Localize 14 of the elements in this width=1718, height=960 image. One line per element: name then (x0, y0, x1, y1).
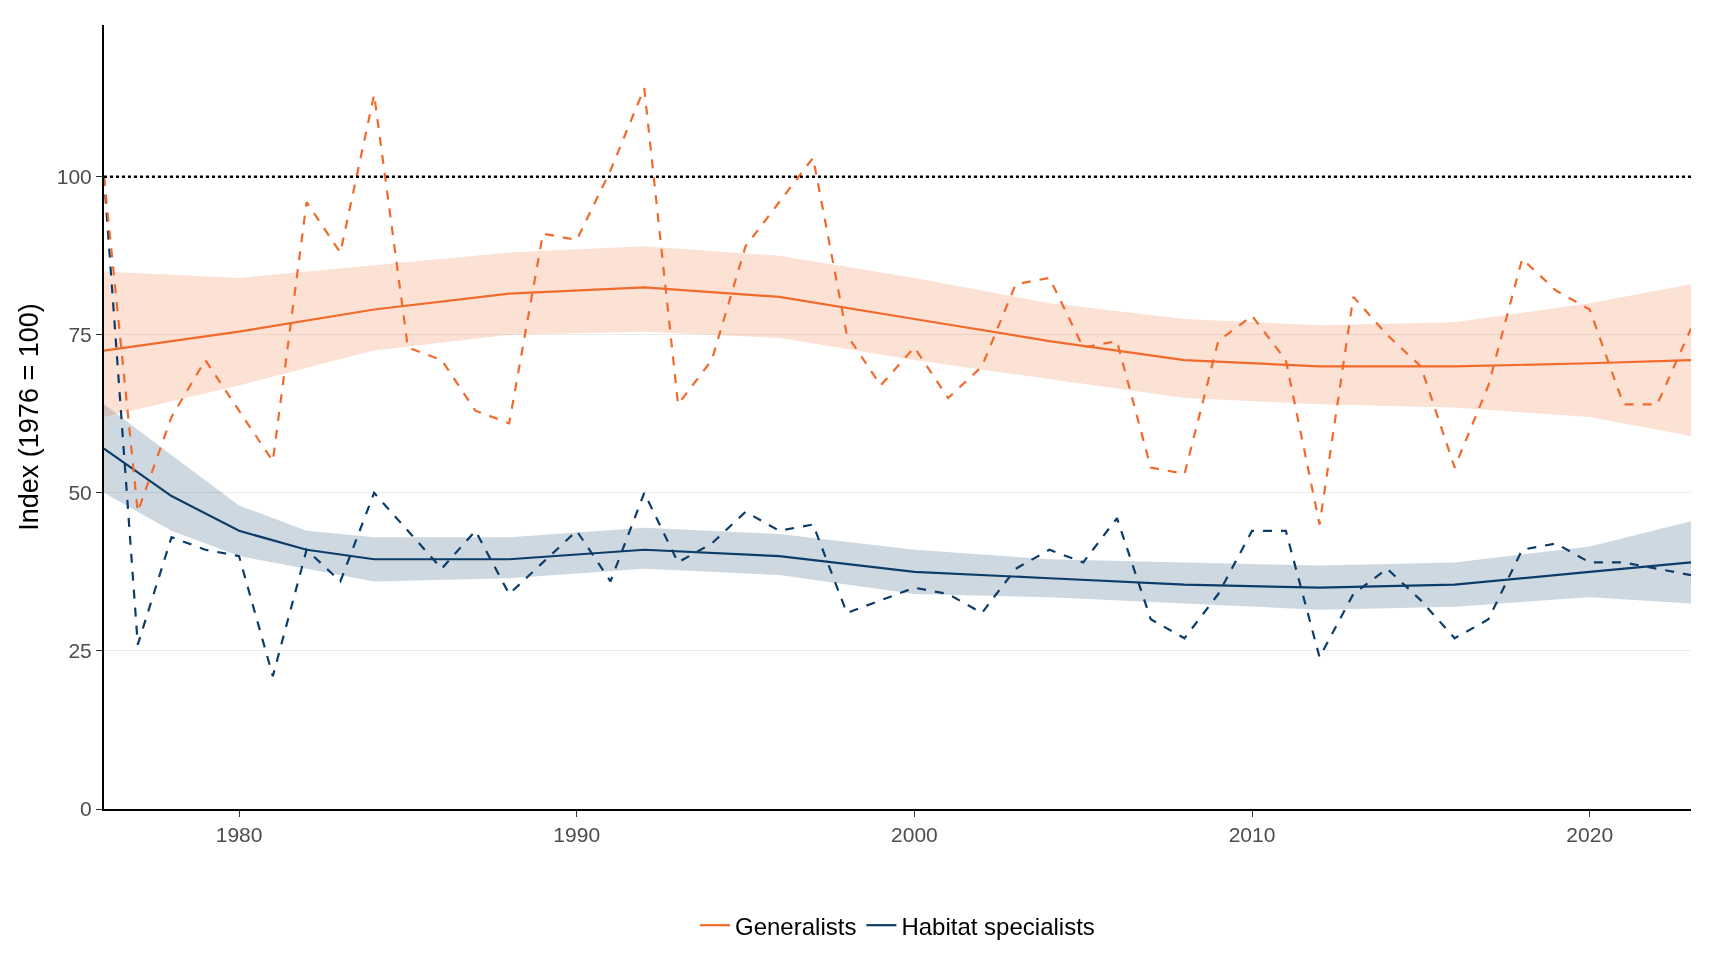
x-tick-label: 2020 (1566, 823, 1614, 847)
y-tick-label: 25 (68, 639, 92, 663)
y-axis-title: Index (1976 = 100) (14, 303, 45, 531)
y-tick-label: 100 (56, 165, 92, 189)
y-tick-label: 0 (80, 797, 92, 821)
y-tick-label: 75 (68, 323, 92, 347)
line-series (104, 87, 1691, 526)
x-tick-label: 2010 (1228, 823, 1276, 847)
legend-label: Generalists (735, 912, 857, 940)
x-tick-label: 2000 (891, 823, 938, 847)
y-tick-label: 50 (68, 481, 92, 505)
legend-label: Habitat specialists (901, 912, 1095, 940)
x-tick-label: 1980 (215, 823, 263, 847)
x-tick-label: 1990 (553, 823, 601, 847)
